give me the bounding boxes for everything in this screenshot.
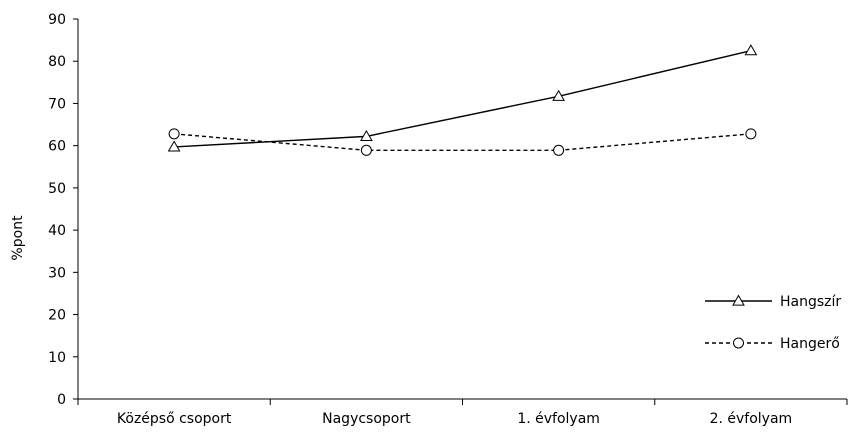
x-tick-label: Középső csoport: [117, 411, 232, 427]
y-tick-label: 70: [48, 96, 66, 112]
y-tick-label: 10: [48, 350, 66, 366]
data-point: [552, 89, 565, 101]
legend-marker: [732, 294, 745, 306]
legend-label: Hangerő: [780, 336, 840, 352]
y-tick-label: 40: [48, 223, 66, 239]
legend: Hangszír Hangerő: [705, 294, 841, 352]
data-point: [168, 128, 180, 140]
y-tick-label: 20: [48, 308, 66, 324]
y-tick-label: 0: [57, 392, 66, 408]
series-line: [174, 133, 751, 152]
x-tick-label: 2. évfolyam: [710, 411, 793, 427]
data-point: [360, 144, 372, 156]
x-tick-label: Nagycsoport: [322, 411, 411, 427]
legend-item-1: Hangszír: [705, 294, 841, 310]
legend-marker: [733, 337, 744, 349]
legend-label: Hangszír: [780, 294, 841, 310]
data-point: [553, 144, 565, 156]
series-2: [168, 128, 757, 156]
y-tick-label: 80: [48, 54, 66, 70]
data-point: [167, 140, 181, 152]
legend-item-2: Hangerő: [705, 336, 840, 352]
y-tick-label: 30: [48, 265, 66, 281]
data-point: [744, 44, 758, 56]
data-point: [360, 129, 373, 142]
data-point: [745, 128, 757, 140]
series-layer: [167, 44, 758, 156]
series-line: [174, 49, 752, 148]
axes: 0 10 20 30 40 50 60 70 80 90 Középső csoport Nagycs…: [48, 12, 848, 427]
y-tick-label: 60: [48, 139, 66, 155]
series-1: [167, 44, 758, 152]
y-tick-label: 90: [48, 12, 66, 28]
y-axis-title: %pont: [10, 215, 26, 261]
x-tick-label: 1. évfolyam: [517, 411, 600, 427]
y-tick-label: 50: [48, 181, 66, 197]
